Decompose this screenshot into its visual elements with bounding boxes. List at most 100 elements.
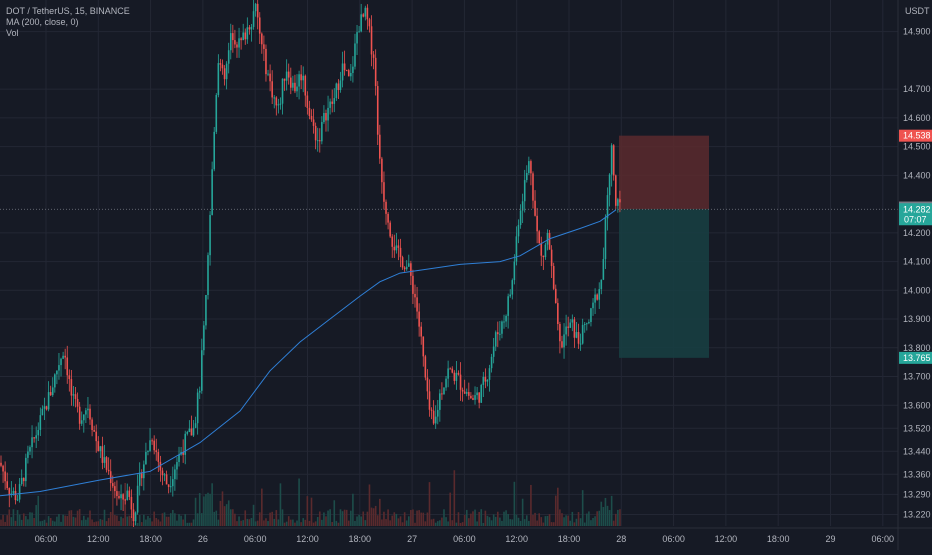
- volume-bar: [528, 520, 530, 526]
- volume-bar: [205, 493, 207, 526]
- candle-body: [130, 496, 133, 510]
- volume-bar: [267, 521, 269, 526]
- stop-loss-zone[interactable]: [619, 135, 709, 210]
- volume-bar: [426, 512, 429, 526]
- candle-body: [366, 7, 369, 20]
- candle-body: [606, 195, 609, 219]
- volume-bar: [610, 495, 613, 526]
- volume-bar: [604, 497, 607, 526]
- candle-body: [89, 408, 91, 420]
- volume-bar: [461, 522, 464, 526]
- position-zones[interactable]: [619, 135, 709, 358]
- volume-bar: [149, 518, 151, 526]
- volume-bar: [552, 522, 555, 526]
- candle-body: [337, 83, 340, 91]
- candle-body: [306, 95, 309, 108]
- volume-bar: [530, 484, 532, 526]
- candle-body: [399, 247, 402, 258]
- candle-body: [99, 446, 102, 452]
- volume-bar: [107, 518, 110, 526]
- candle-body: [211, 169, 213, 215]
- candle-body: [227, 50, 230, 64]
- volume-bar: [287, 516, 290, 526]
- volume-bar: [577, 512, 580, 526]
- volume-bar: [151, 521, 153, 526]
- volume-bar: [521, 498, 524, 526]
- volume-bar: [184, 514, 187, 526]
- candle-body: [8, 488, 11, 496]
- candle-body: [242, 32, 244, 41]
- candle-body: [232, 33, 234, 41]
- volume-bar: [85, 519, 87, 526]
- candle-body: [544, 244, 547, 258]
- volume-bar: [54, 521, 56, 526]
- candle-body: [165, 474, 168, 485]
- chart-legend: DOT / TetherUS, 15, BINANCE MA (200, clo…: [6, 6, 130, 39]
- volume-bar: [45, 522, 48, 526]
- candle-body: [410, 263, 412, 276]
- symbol-legend[interactable]: DOT / TetherUS, 15, BINANCE: [6, 6, 130, 16]
- volume-bar: [548, 514, 551, 526]
- volume-bar: [47, 516, 50, 526]
- volume-bar: [70, 510, 73, 526]
- volume-bar: [614, 513, 617, 526]
- volume-bar: [83, 515, 85, 526]
- candle-body: [163, 474, 166, 476]
- candle-body: [397, 245, 400, 248]
- x-tick-label: 28: [616, 534, 626, 544]
- volume-bar: [252, 504, 255, 526]
- volume-bar: [453, 470, 456, 526]
- candle-body: [136, 485, 139, 513]
- candle-body: [420, 326, 423, 337]
- y-tick-label: 14.400: [903, 170, 931, 180]
- volume-bar: [600, 501, 603, 526]
- volume-bar: [130, 516, 133, 526]
- candle-body: [478, 392, 480, 403]
- candle-body: [80, 420, 83, 424]
- candle-body: [381, 158, 383, 183]
- volume-bar: [354, 520, 356, 526]
- volume-bar: [27, 519, 29, 526]
- volume-bar: [290, 519, 292, 526]
- volume-bar: [321, 519, 323, 526]
- ma-legend[interactable]: MA (200, close, 0): [6, 17, 79, 27]
- volume-bar: [606, 505, 609, 526]
- candle-body: [470, 395, 472, 399]
- volume-bar: [219, 500, 222, 526]
- candle-body: [159, 461, 162, 471]
- candle-body: [552, 266, 555, 289]
- volume-bar: [66, 516, 69, 526]
- candle-body: [486, 379, 489, 382]
- volume-bar: [352, 493, 354, 526]
- candle-body: [383, 182, 385, 202]
- candle-body: [374, 57, 377, 87]
- volume-bar: [43, 519, 46, 526]
- take-profit-zone[interactable]: [619, 209, 709, 358]
- volume-bar: [138, 515, 141, 526]
- volume-bar: [511, 519, 514, 526]
- volume-bar: [569, 520, 572, 526]
- candle-body: [4, 471, 6, 482]
- candle-body: [329, 101, 331, 108]
- candle-body: [612, 145, 615, 176]
- volume-legend[interactable]: Vol: [6, 28, 19, 38]
- candle-body: [20, 477, 23, 485]
- volume-bar: [279, 483, 282, 526]
- volume-bar: [383, 511, 385, 526]
- volume-bar: [414, 522, 416, 526]
- volume-bar: [294, 522, 296, 526]
- candle-body: [561, 341, 563, 348]
- volume-bar: [78, 509, 81, 526]
- price-label-box: [899, 129, 932, 142]
- volume-bar: [62, 514, 64, 526]
- volume-bar: [147, 516, 149, 526]
- candle-body: [47, 392, 50, 410]
- candle-body: [347, 70, 350, 77]
- y-tick-label: 13.290: [903, 489, 931, 499]
- x-tick-label: 12:00: [505, 534, 528, 544]
- price-label: 14.282: [903, 204, 931, 214]
- candle-body: [132, 509, 135, 522]
- candle-body: [281, 78, 284, 104]
